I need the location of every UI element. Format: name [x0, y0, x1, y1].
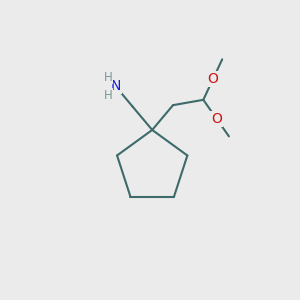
Text: N: N	[110, 79, 121, 93]
Text: H: H	[103, 89, 112, 102]
Text: O: O	[208, 72, 218, 86]
Text: O: O	[211, 112, 222, 126]
Text: H: H	[103, 70, 112, 84]
